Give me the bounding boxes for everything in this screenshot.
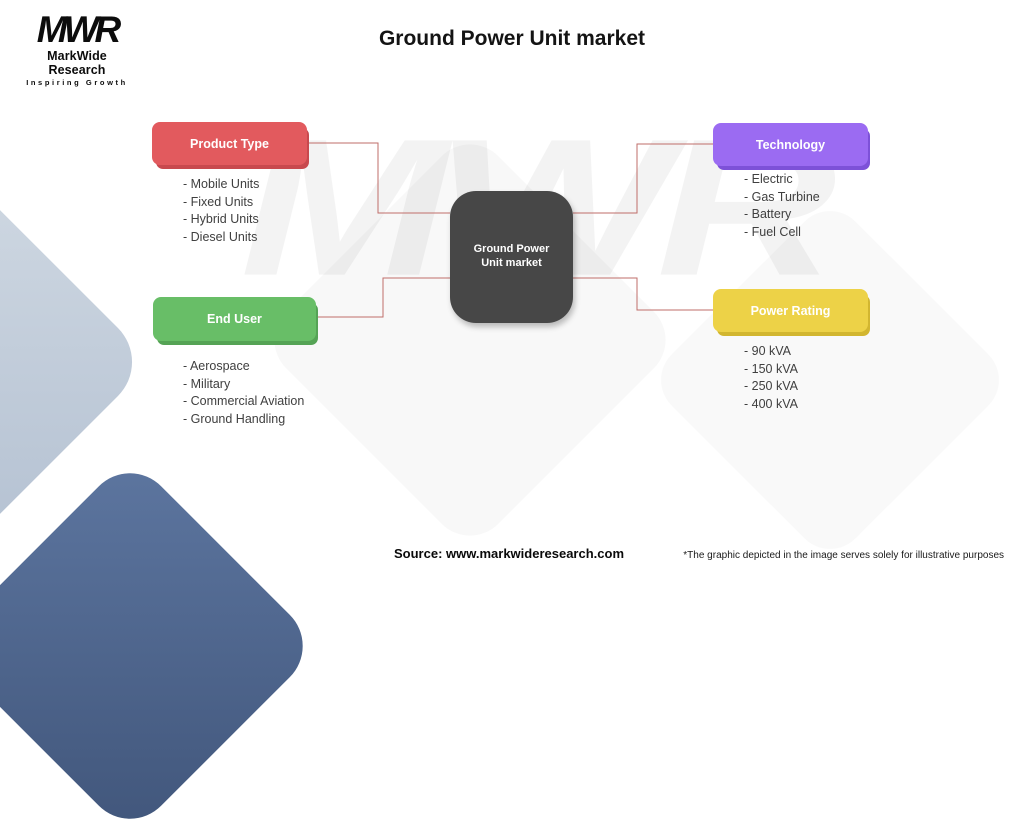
- list-item: - Mobile Units: [183, 177, 260, 191]
- logo-mwr-icon: MWR: [36, 9, 121, 50]
- technology-items: - Electric - Gas Turbine - Battery - Fue…: [744, 171, 820, 241]
- list-item: - Aerospace: [183, 359, 250, 373]
- disclaimer-text: *The graphic depicted in the image serve…: [683, 550, 1004, 561]
- list-item: - 250 kVA: [744, 379, 798, 394]
- node-product-type: Product Type: [152, 122, 307, 165]
- list-item: - Hybrid Units: [183, 212, 259, 227]
- node-technology: Technology: [713, 123, 868, 166]
- list-item: - Fixed Units: [183, 194, 254, 209]
- connector-power-rating: [573, 277, 713, 311]
- page-title: Ground Power Unit market: [378, 27, 646, 50]
- center-node-label: Ground Power Unit market: [473, 243, 550, 269]
- list-item: - Fuel Cell: [744, 224, 801, 239]
- list-item: - Diesel Units: [183, 229, 258, 244]
- connector-lines: [307, 142, 713, 318]
- center-node-ground-power-unit-market: Ground Power Unit market: [450, 191, 573, 323]
- node-end-user-label: End User: [207, 312, 262, 326]
- connector-technology: [573, 143, 713, 214]
- list-item: - 150 kVA: [744, 361, 798, 376]
- list-item: - Electric: [744, 172, 793, 186]
- list-item: - Ground Handling: [183, 411, 286, 426]
- product-type-items: - Mobile Units - Fixed Units - Hybrid Un…: [183, 176, 259, 246]
- node-end-user: End User: [153, 297, 316, 341]
- end-user-items: - Aerospace - Military - Commercial Avia…: [183, 358, 304, 428]
- connector-product-type: [307, 142, 450, 214]
- list-item: - Gas Turbine: [744, 189, 820, 204]
- list-item: - Battery: [744, 207, 792, 222]
- node-product-type-label: Product Type: [190, 136, 269, 151]
- list-item: - 400 kVA: [744, 396, 798, 411]
- source-text: Source: www.markwideresearch.com: [394, 546, 625, 561]
- connector-end-user: [316, 277, 450, 318]
- list-item: - Commercial Aviation: [183, 394, 305, 409]
- node-power-rating: Power Rating: [713, 289, 868, 332]
- node-technology-label: Technology: [755, 137, 826, 152]
- logo-name: MarkWide Research: [47, 48, 107, 77]
- markwide-logo: MWR MarkWide Research Inspiring Growth: [22, 9, 132, 87]
- list-item: - Military: [183, 376, 231, 391]
- list-item: - 90 kVA: [744, 344, 792, 358]
- logo-tagline: Inspiring Growth: [26, 77, 128, 87]
- power-rating-items: - 90 kVA - 150 kVA - 250 kVA - 400 kVA: [744, 343, 798, 413]
- node-power-rating-label: Power Rating: [750, 303, 831, 318]
